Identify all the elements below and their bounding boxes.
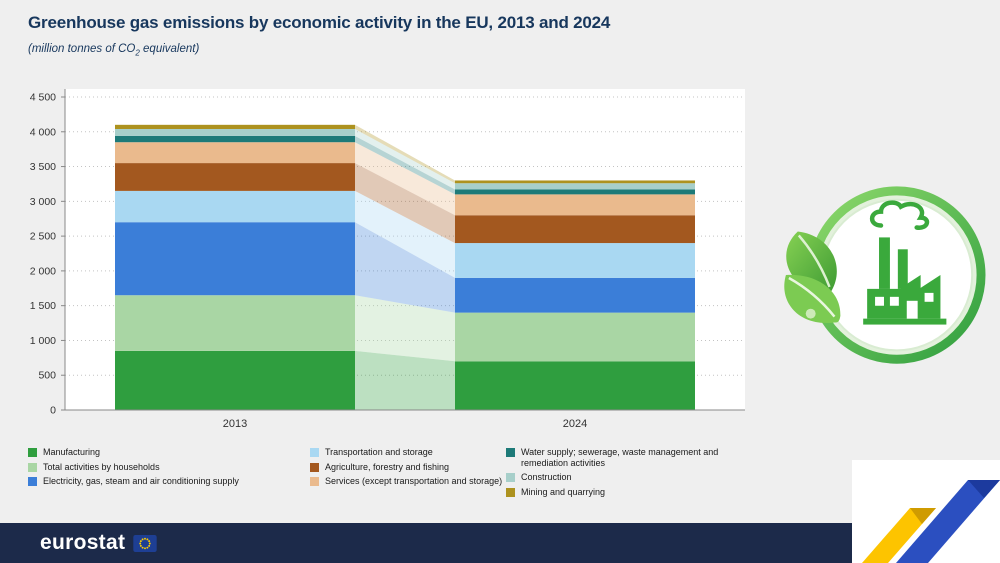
bar-segment <box>115 222 355 296</box>
legend-swatch-icon <box>28 448 37 457</box>
bar-segment <box>115 142 355 164</box>
legend-item: Construction <box>506 472 756 483</box>
transition-ribbon <box>355 124 455 184</box>
x-category-label: 2024 <box>563 418 587 430</box>
legend-column: Water supply; sewerage, waste management… <box>506 447 756 501</box>
legend-label: Transportation and storage <box>325 447 433 457</box>
legend-swatch-icon <box>310 477 319 486</box>
legend-swatch-icon <box>506 487 515 497</box>
legend-item: Services (except transportation and stor… <box>310 476 506 487</box>
bar-segment <box>115 295 355 351</box>
green-factory-emblem-icon <box>784 186 986 364</box>
subtitle-suffix: equivalent) <box>139 43 200 55</box>
yellow-ribbon-shape <box>862 508 936 563</box>
transition-ribbon <box>355 128 455 190</box>
bar-segment <box>455 277 695 313</box>
page-title: Greenhouse gas emissions by economic act… <box>28 13 611 32</box>
transition-ribbon <box>355 142 455 216</box>
transition-ribbon <box>355 163 455 244</box>
y-tick-label: 3 000 <box>30 196 56 208</box>
eu-flag-icon <box>133 534 157 552</box>
eurostat-blue-yellow-ribbon-icon <box>862 480 1000 563</box>
legend-swatch-icon <box>310 448 319 457</box>
bar-segment <box>115 128 355 136</box>
bar-segment <box>455 183 695 190</box>
bar-segment <box>455 180 695 184</box>
legend-swatch-icon <box>506 448 515 457</box>
legend-item: Total activities by households <box>28 462 310 473</box>
transition-ribbon <box>355 135 455 195</box>
bar-segment <box>455 194 695 216</box>
factory-icon <box>863 200 947 325</box>
y-tick-label: 2 500 <box>30 231 56 243</box>
y-tick-label: 1 500 <box>30 300 56 312</box>
legend-column: Transportation and storage Agriculture, f… <box>310 447 506 501</box>
y-tick-label: 2 000 <box>30 265 56 277</box>
bar-segment <box>455 243 695 278</box>
legend-item: Electricity, gas, steam and air conditio… <box>28 476 310 487</box>
legend-swatch-icon <box>506 473 515 482</box>
legend-swatch-icon <box>310 462 319 472</box>
y-tick-label: 3 500 <box>30 161 56 173</box>
dewdrop-icon <box>805 308 816 319</box>
legend-label: Electricity, gas, steam and air conditio… <box>43 476 239 486</box>
legend-label: Total activities by households <box>43 461 160 472</box>
legend-swatch-icon <box>28 462 37 472</box>
eurostat-logo: eurostat <box>40 531 126 554</box>
transition-ribbon <box>355 222 455 313</box>
smoke-icon <box>869 200 930 230</box>
leaf-icon <box>784 274 841 324</box>
legend-item: Manufacturing <box>28 447 310 458</box>
legend-item: Transportation and storage <box>310 447 506 458</box>
bar-segment <box>455 361 695 410</box>
y-tick-label: 4 000 <box>30 126 56 138</box>
bar-segment <box>455 312 695 362</box>
header: Greenhouse gas emissions by economic act… <box>28 13 610 57</box>
legend-label: Agriculture, forestry and fishing <box>325 461 450 472</box>
transition-ribbon <box>355 295 455 362</box>
bar-segment <box>455 215 695 244</box>
y-tick-label: 500 <box>38 370 56 382</box>
y-tick-label: 0 <box>50 405 56 417</box>
y-tick-label: 4 500 <box>30 92 56 104</box>
footer-bar: eurostat <box>0 523 1000 563</box>
x-category-label: 2013 <box>223 418 247 430</box>
subtitle-subscript: 2 <box>135 48 140 58</box>
y-tick-label: 1 000 <box>30 335 56 347</box>
legend-label: Mining and quarrying <box>521 486 606 497</box>
subtitle-text: (million tonnes of CO <box>28 43 136 55</box>
legend-column: Manufacturing Total activities by househo… <box>28 447 310 501</box>
legend-item: Water supply; sewerage, waste management… <box>506 447 756 468</box>
legend-label: Manufacturing <box>43 447 101 457</box>
bar-segment <box>455 189 695 195</box>
legend-item: Mining and quarrying <box>506 487 756 498</box>
bar-segment <box>115 163 355 191</box>
corner-decoration <box>852 460 1000 563</box>
blue-ribbon-fold <box>968 480 1000 498</box>
yellow-ribbon-fold <box>910 508 936 524</box>
stacked-bar-chart: 0 500 1 000 1 500 2 000 2 500 3 000 3 500 4 000 4… <box>30 89 745 430</box>
chart-subtitle: (million tonnes of CO2 equivalent) <box>28 43 610 57</box>
bar-segment <box>115 124 355 129</box>
legend-swatch-icon <box>28 477 37 486</box>
bar-segment <box>115 135 355 143</box>
legend-item: Agriculture, forestry and fishing <box>310 462 506 473</box>
transition-ribbon <box>355 190 455 278</box>
legend-label: Construction <box>521 472 572 482</box>
bar-segment <box>115 350 355 410</box>
legend-label: Services (except transportation and stor… <box>325 476 503 486</box>
blue-ribbon-shape <box>896 480 1000 563</box>
transition-ribbon <box>355 350 455 410</box>
chart-legend: Manufacturing Total activities by househo… <box>28 447 756 501</box>
legend-label: Water supply; sewerage, waste management… <box>521 447 719 468</box>
bar-segment <box>115 190 355 223</box>
